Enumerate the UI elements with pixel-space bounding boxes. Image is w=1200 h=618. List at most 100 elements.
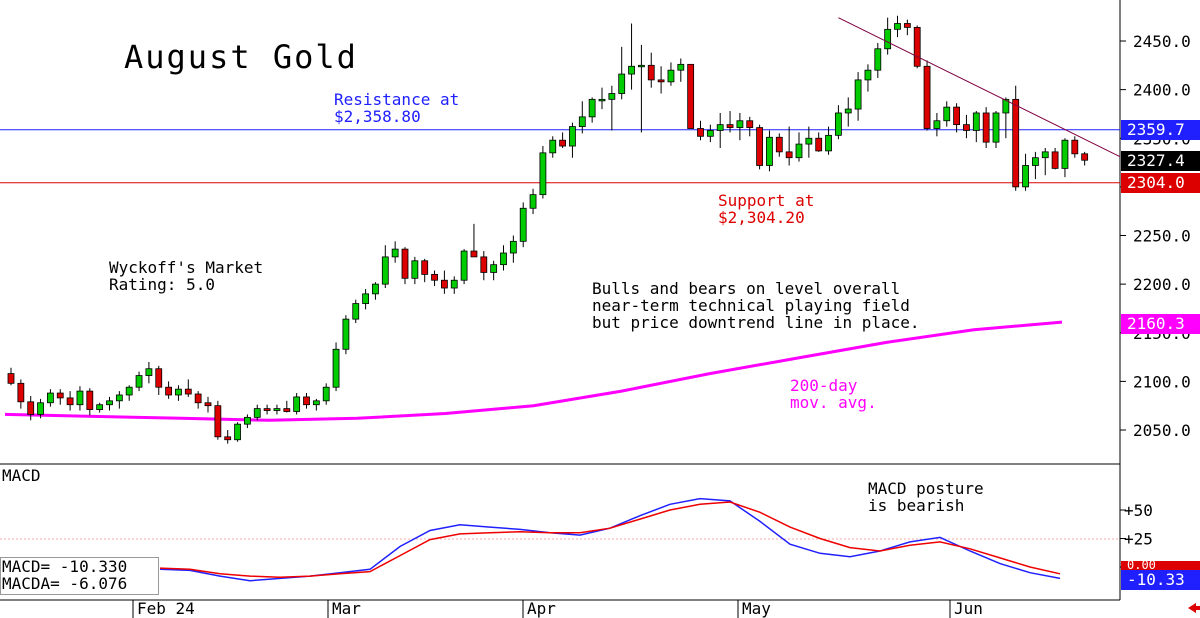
candle: [638, 44, 645, 133]
candle-body: [66, 397, 74, 406]
candle-body: [37, 402, 44, 415]
candle: [184, 379, 192, 397]
candle: [913, 25, 921, 69]
candle-body: [933, 120, 941, 129]
candle-body: [204, 402, 212, 407]
candle-body: [303, 396, 310, 406]
price-axis: 2050.02100.02150.02200.02250.02300.02350…: [1120, 32, 1191, 440]
candle-body: [539, 152, 547, 196]
candle: [618, 46, 626, 100]
candle: [175, 385, 182, 401]
ma-200-group: [4, 320, 1063, 422]
candle-body: [450, 279, 458, 289]
candle: [972, 111, 980, 143]
candle: [312, 398, 320, 411]
candle-body: [716, 124, 724, 131]
candle: [352, 299, 360, 324]
candle-body: [293, 396, 301, 412]
candle: [27, 395, 35, 421]
candle: [86, 388, 94, 416]
candle-body: [283, 408, 291, 412]
candle-body: [913, 26, 921, 67]
price-tick-label: 2250.0: [1133, 227, 1191, 246]
candle: [401, 247, 409, 285]
candle: [440, 270, 448, 294]
candle: [884, 17, 892, 55]
candle-body: [785, 151, 793, 159]
candle-body: [372, 283, 379, 295]
x-tick-label: Jun: [954, 599, 983, 618]
resistance-annotation: Resistance at $2,358.80: [334, 91, 459, 125]
candle-body: [342, 318, 350, 350]
candle-body: [805, 137, 813, 145]
candle: [667, 62, 675, 86]
candle: [509, 235, 517, 263]
candle-body: [697, 128, 704, 137]
candle-body: [460, 250, 468, 281]
candle: [480, 251, 488, 281]
candle: [677, 58, 685, 82]
candle: [766, 130, 773, 172]
candle-body: [391, 248, 399, 258]
candle-body: [470, 250, 478, 258]
x-tick-label: Mar: [332, 599, 361, 618]
candle-body: [854, 79, 862, 110]
candle: [756, 124, 763, 170]
candle-body: [27, 401, 35, 415]
candle-body: [874, 48, 882, 71]
candle-body: [263, 408, 271, 411]
candle-body: [312, 400, 320, 406]
candle-body: [903, 23, 911, 28]
candle-body: [775, 136, 783, 153]
candle: [7, 367, 15, 386]
market-rating-line1: Wyckoff's Market: [109, 258, 264, 277]
candle-body: [381, 256, 389, 285]
candle-body: [963, 124, 970, 131]
candle: [608, 85, 616, 131]
candle: [854, 72, 862, 121]
candle: [17, 379, 25, 409]
resistance-tag: 2359.7: [1121, 120, 1200, 140]
candle: [431, 270, 438, 287]
candle: [687, 63, 695, 129]
candle: [588, 97, 596, 123]
price-tick-label: 2100.0: [1133, 372, 1191, 391]
macd-value-tag: -10.33: [1121, 570, 1200, 590]
candle: [598, 87, 606, 110]
candle-body: [1051, 151, 1059, 169]
candle-body: [184, 388, 192, 395]
candle: [578, 101, 586, 134]
macd-lines: [159, 497, 1061, 582]
candle-body: [992, 112, 1000, 143]
macd-tick-label: +25: [1124, 530, 1153, 549]
candle: [47, 389, 54, 407]
candle-body: [1061, 139, 1069, 169]
candle-body: [559, 139, 566, 147]
candle-body: [253, 408, 261, 418]
candle: [194, 391, 202, 409]
candle-body: [175, 388, 182, 396]
x-tick-label: May: [742, 599, 771, 618]
candle-body: [1071, 139, 1079, 155]
candle: [549, 136, 557, 158]
market-rating-annotation: Wyckoff's Market Rating: 5.0: [109, 259, 263, 293]
candle-body: [224, 436, 232, 441]
candle-body: [332, 348, 340, 388]
candle: [332, 342, 340, 392]
candle-body: [667, 69, 675, 83]
candle: [775, 133, 783, 157]
candle-body: [509, 240, 517, 254]
candle-body: [431, 273, 438, 281]
candle: [1012, 85, 1020, 191]
candle-body: [972, 112, 980, 131]
macd-posture-annotation: MACD posture is bearish: [868, 480, 984, 514]
candle: [933, 112, 941, 137]
candle: [135, 371, 143, 392]
candle-body: [145, 368, 153, 376]
candle-body: [766, 136, 773, 166]
candle-body: [923, 65, 931, 129]
candle-body: [647, 64, 655, 81]
level-lines: [0, 129, 1120, 184]
candle-body: [638, 64, 645, 68]
